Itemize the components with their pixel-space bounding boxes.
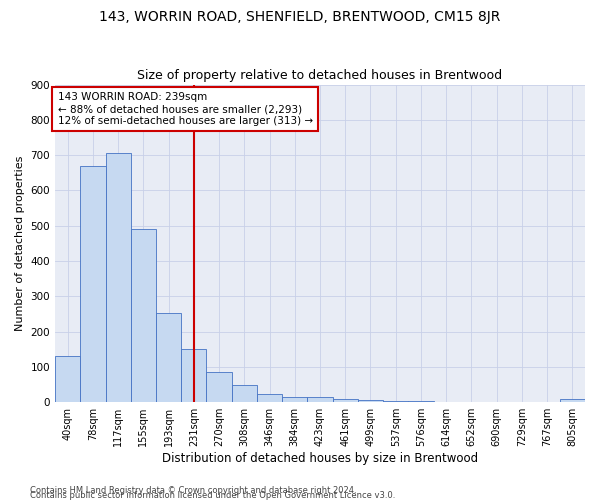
Bar xyxy=(232,386,257,402)
Bar xyxy=(282,397,307,402)
Text: Contains public sector information licensed under the Open Government Licence v3: Contains public sector information licen… xyxy=(30,491,395,500)
Title: Size of property relative to detached houses in Brentwood: Size of property relative to detached ho… xyxy=(137,69,503,82)
Bar xyxy=(332,398,358,402)
Text: 143, WORRIN ROAD, SHENFIELD, BRENTWOOD, CM15 8JR: 143, WORRIN ROAD, SHENFIELD, BRENTWOOD, … xyxy=(100,10,500,24)
Y-axis label: Number of detached properties: Number of detached properties xyxy=(15,156,25,331)
Bar xyxy=(106,154,131,402)
Bar xyxy=(257,394,282,402)
Bar xyxy=(206,372,232,402)
Bar xyxy=(156,314,181,402)
Bar xyxy=(55,356,80,402)
Bar xyxy=(560,398,585,402)
Bar xyxy=(131,230,156,402)
Bar xyxy=(358,400,383,402)
Bar xyxy=(181,350,206,402)
Bar xyxy=(409,401,434,402)
Text: Contains HM Land Registry data © Crown copyright and database right 2024.: Contains HM Land Registry data © Crown c… xyxy=(30,486,356,495)
Text: 143 WORRIN ROAD: 239sqm
← 88% of detached houses are smaller (2,293)
12% of semi: 143 WORRIN ROAD: 239sqm ← 88% of detache… xyxy=(58,92,313,126)
Bar xyxy=(383,401,409,402)
Bar xyxy=(80,166,106,402)
X-axis label: Distribution of detached houses by size in Brentwood: Distribution of detached houses by size … xyxy=(162,452,478,465)
Bar xyxy=(307,397,332,402)
